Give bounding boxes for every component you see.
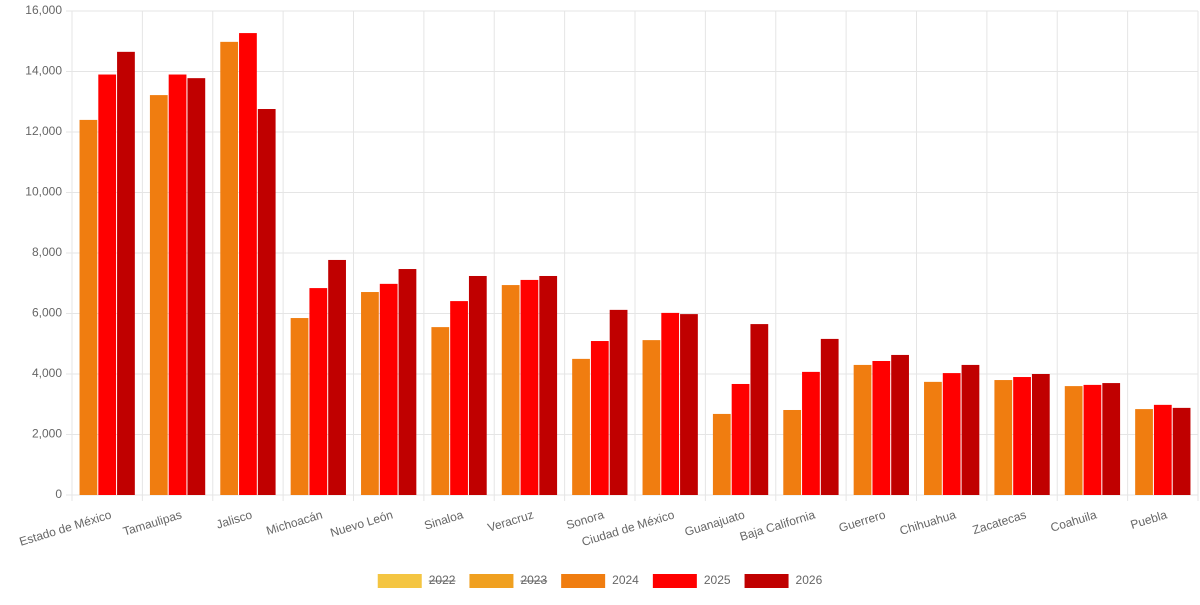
bar <box>328 259 346 495</box>
x-tick-label: Guerrero <box>837 507 887 535</box>
bar <box>98 74 117 496</box>
bar <box>609 309 628 495</box>
bar <box>501 285 520 495</box>
legend-swatch <box>744 574 789 588</box>
bar <box>239 33 257 496</box>
legend-swatch <box>469 574 514 588</box>
bar <box>661 312 680 495</box>
bar <box>79 119 98 496</box>
bar <box>398 269 417 495</box>
x-tick-label: Chihuahua <box>898 507 958 537</box>
x-tick-label: Jalisco <box>215 507 254 531</box>
y-tick-label: 12,000 <box>25 124 62 138</box>
y-tick-label: 4,000 <box>32 366 62 380</box>
bar <box>220 41 239 495</box>
legend-swatch <box>652 574 697 588</box>
bar <box>1135 409 1153 495</box>
bar <box>802 371 820 495</box>
bar <box>731 383 750 495</box>
bar <box>257 109 276 495</box>
bar <box>1083 384 1102 495</box>
bar <box>750 324 769 495</box>
bar <box>361 292 379 495</box>
y-tick-label: 10,000 <box>25 185 62 199</box>
bar <box>1102 383 1121 495</box>
bar <box>168 74 187 496</box>
bar <box>309 288 328 495</box>
y-tick-label: 8,000 <box>32 245 62 259</box>
legend-swatch <box>561 574 606 588</box>
bar <box>891 354 909 495</box>
bar <box>149 95 168 495</box>
x-tick-label: Estado de México <box>18 507 114 548</box>
bar <box>872 360 891 495</box>
legend-label: 2024 <box>612 573 639 587</box>
x-tick-label: Michoacán <box>265 508 325 538</box>
x-tick-label: Nuevo León <box>329 508 395 540</box>
bar <box>520 279 539 495</box>
legend-label: 2023 <box>520 573 547 587</box>
y-tick-label: 14,000 <box>25 64 62 78</box>
bar <box>961 364 980 495</box>
bar <box>450 301 468 495</box>
x-tick-label: Sonora <box>565 507 606 532</box>
bar <box>924 381 942 495</box>
y-tick-label: 6,000 <box>32 306 62 320</box>
x-tick-label: Baja California <box>738 507 817 543</box>
bar <box>1153 404 1172 495</box>
y-tick-label: 2,000 <box>32 427 62 441</box>
bar <box>290 318 309 495</box>
x-tick-label: Coahuila <box>1049 507 1099 534</box>
x-tick-label: Guanajuato <box>683 507 747 539</box>
bar <box>853 364 872 495</box>
bar <box>820 338 839 495</box>
legend-swatch <box>377 574 422 588</box>
bar <box>572 358 590 495</box>
y-tick-label: 16,000 <box>25 3 62 17</box>
bar <box>431 327 450 495</box>
x-tick-label: Puebla <box>1129 507 1169 531</box>
bar <box>187 78 206 495</box>
bar <box>1064 386 1083 495</box>
x-tick-label: Tamaulipas <box>121 508 183 539</box>
bar <box>468 275 487 495</box>
bar <box>942 373 961 495</box>
bar <box>590 341 609 495</box>
x-tick-label: Sinaloa <box>422 507 465 532</box>
bar <box>680 314 698 495</box>
bar <box>117 51 135 496</box>
legend: 2022 2023 2024 2025 2026 <box>377 573 823 588</box>
bar <box>783 409 802 495</box>
bar <box>539 275 558 495</box>
legend-label: 2022 <box>429 573 456 587</box>
bar <box>1172 407 1191 495</box>
bar <box>1031 374 1050 495</box>
legend-label: 2026 <box>796 573 823 587</box>
bar <box>642 340 661 495</box>
bar <box>379 283 398 495</box>
x-tick-label: Zacatecas <box>971 508 1028 538</box>
bar <box>712 413 731 495</box>
bar <box>1013 377 1031 495</box>
bar <box>994 380 1013 495</box>
legend-label: 2025 <box>704 573 731 587</box>
y-tick-label: 0 <box>55 487 62 501</box>
x-tick-label: Veracruz <box>486 508 535 535</box>
